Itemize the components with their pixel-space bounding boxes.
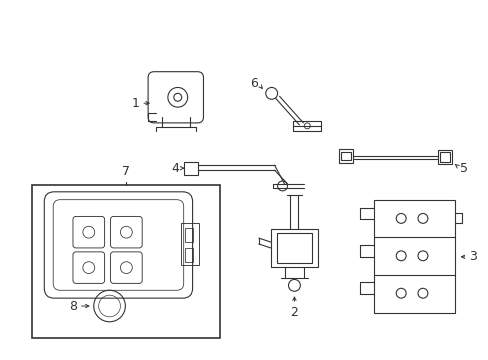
Text: 8: 8: [69, 300, 77, 312]
Bar: [181, 223, 198, 265]
Bar: [32, 185, 220, 338]
Text: 1: 1: [131, 97, 139, 110]
Bar: [373, 200, 454, 313]
Text: 5: 5: [459, 162, 467, 175]
Bar: [340, 152, 350, 160]
FancyBboxPatch shape: [73, 252, 104, 283]
Bar: [439, 152, 449, 162]
FancyBboxPatch shape: [44, 192, 192, 298]
Bar: [183, 162, 197, 175]
FancyBboxPatch shape: [110, 252, 142, 283]
FancyBboxPatch shape: [73, 216, 104, 248]
FancyBboxPatch shape: [53, 200, 183, 290]
Text: 4: 4: [170, 162, 179, 175]
Bar: [270, 229, 318, 267]
Bar: [184, 248, 192, 262]
FancyBboxPatch shape: [148, 72, 203, 123]
Text: 7: 7: [122, 165, 130, 178]
Bar: [276, 233, 311, 263]
Text: 6: 6: [249, 77, 257, 90]
Bar: [338, 149, 352, 163]
Bar: [184, 228, 192, 242]
Bar: [437, 150, 451, 164]
Text: 2: 2: [290, 306, 298, 319]
FancyBboxPatch shape: [110, 216, 142, 248]
Text: 3: 3: [468, 250, 476, 263]
